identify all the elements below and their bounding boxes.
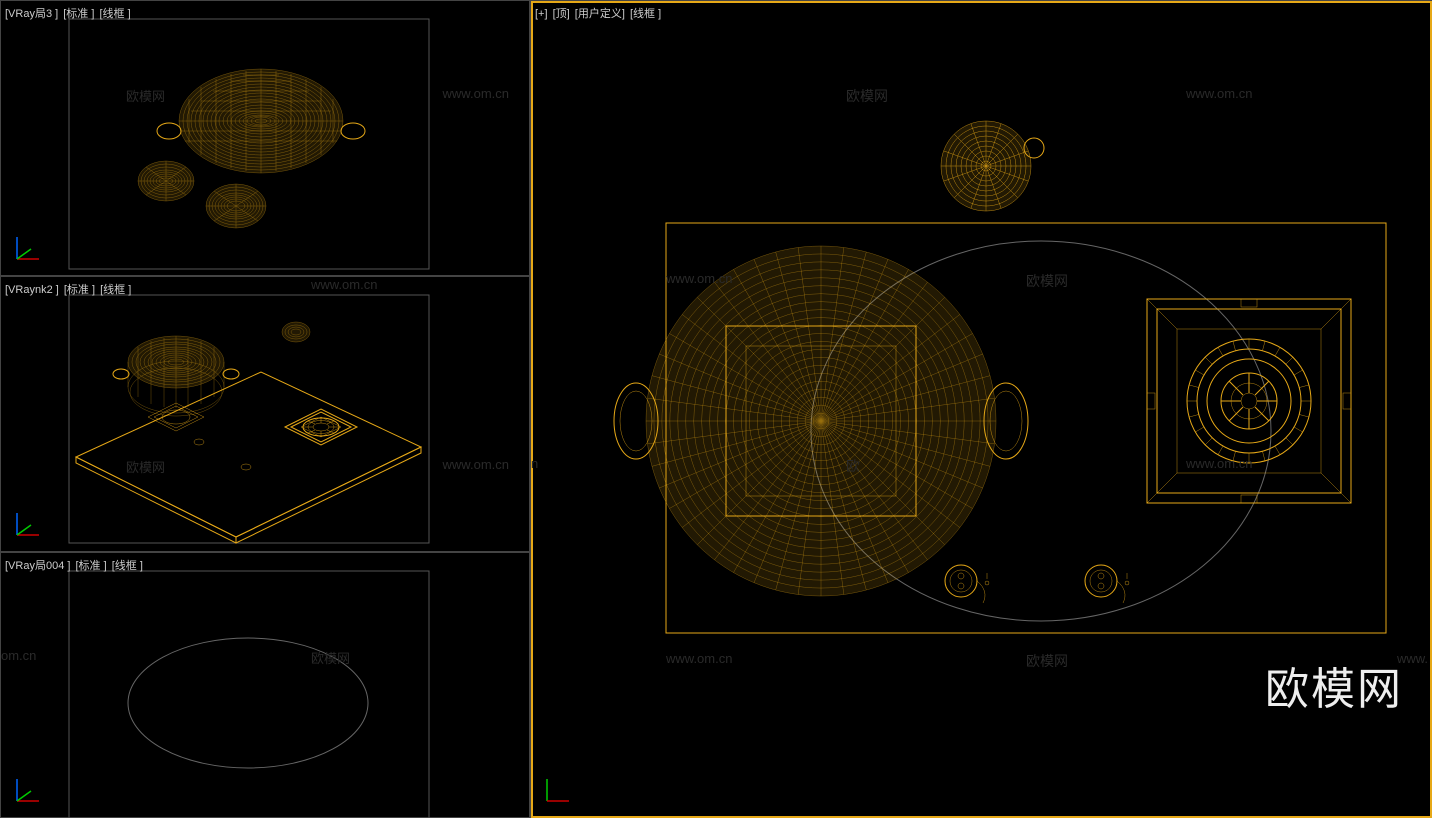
- left-column: [VRay局3 ] [标准 ] [线框 ]: [0, 0, 530, 818]
- vp1-token-0[interactable]: [VRay局3 ]: [5, 8, 58, 20]
- vp4-token-0[interactable]: [+]: [535, 8, 548, 20]
- viewport-1[interactable]: [VRay局3 ] [标准 ] [线框 ]: [0, 0, 530, 276]
- viewport-2-canvas[interactable]: [1, 277, 531, 553]
- vp3-token-2[interactable]: [线框 ]: [112, 560, 143, 572]
- vp2-token-2[interactable]: [线框 ]: [100, 284, 131, 296]
- viewport-2[interactable]: [VRaynk2 ] [标准 ] [线框 ]: [0, 276, 530, 552]
- axis-gizmo-3: [9, 773, 45, 809]
- vp2-token-1[interactable]: [标准 ]: [64, 284, 95, 296]
- viewport-4-label[interactable]: [+] [顶] [用户定义] [线框 ]: [535, 5, 663, 21]
- viewport-3-label[interactable]: [VRay局004 ] [标准 ] [线框 ]: [5, 557, 145, 573]
- vp4-token-1[interactable]: [顶]: [553, 8, 570, 20]
- viewport-3[interactable]: [VRay局004 ] [标准 ] [线框 ] om.cn 欧模网: [0, 552, 530, 818]
- viewport-3-canvas[interactable]: [1, 553, 531, 818]
- brand-logo-text: 欧模网: [1265, 653, 1403, 717]
- vp4-token-2[interactable]: [用户定义]: [575, 8, 625, 20]
- axis-gizmo-2: [9, 507, 45, 543]
- viewport-container: [VRay局3 ] [标准 ] [线框 ]: [0, 0, 1432, 818]
- vp2-token-0[interactable]: [VRaynk2 ]: [5, 284, 59, 296]
- viewport-1-label[interactable]: [VRay局3 ] [标准 ] [线框 ]: [5, 5, 133, 21]
- axis-gizmo-1: [9, 231, 45, 267]
- axis-gizmo-4: [539, 773, 575, 809]
- viewport-4-main[interactable]: [+] [顶] [用户定义] [线框 ]: [530, 0, 1432, 818]
- viewport-2-label[interactable]: [VRaynk2 ] [标准 ] [线框 ]: [5, 281, 133, 297]
- viewport-1-canvas[interactable]: [1, 1, 531, 277]
- vp3-token-0[interactable]: [VRay局004 ]: [5, 560, 70, 572]
- vp1-token-2[interactable]: [线框 ]: [99, 8, 130, 20]
- vp1-token-1[interactable]: [标准 ]: [63, 8, 94, 20]
- vp3-token-1[interactable]: [标准 ]: [75, 560, 106, 572]
- vp4-token-3[interactable]: [线框 ]: [630, 8, 661, 20]
